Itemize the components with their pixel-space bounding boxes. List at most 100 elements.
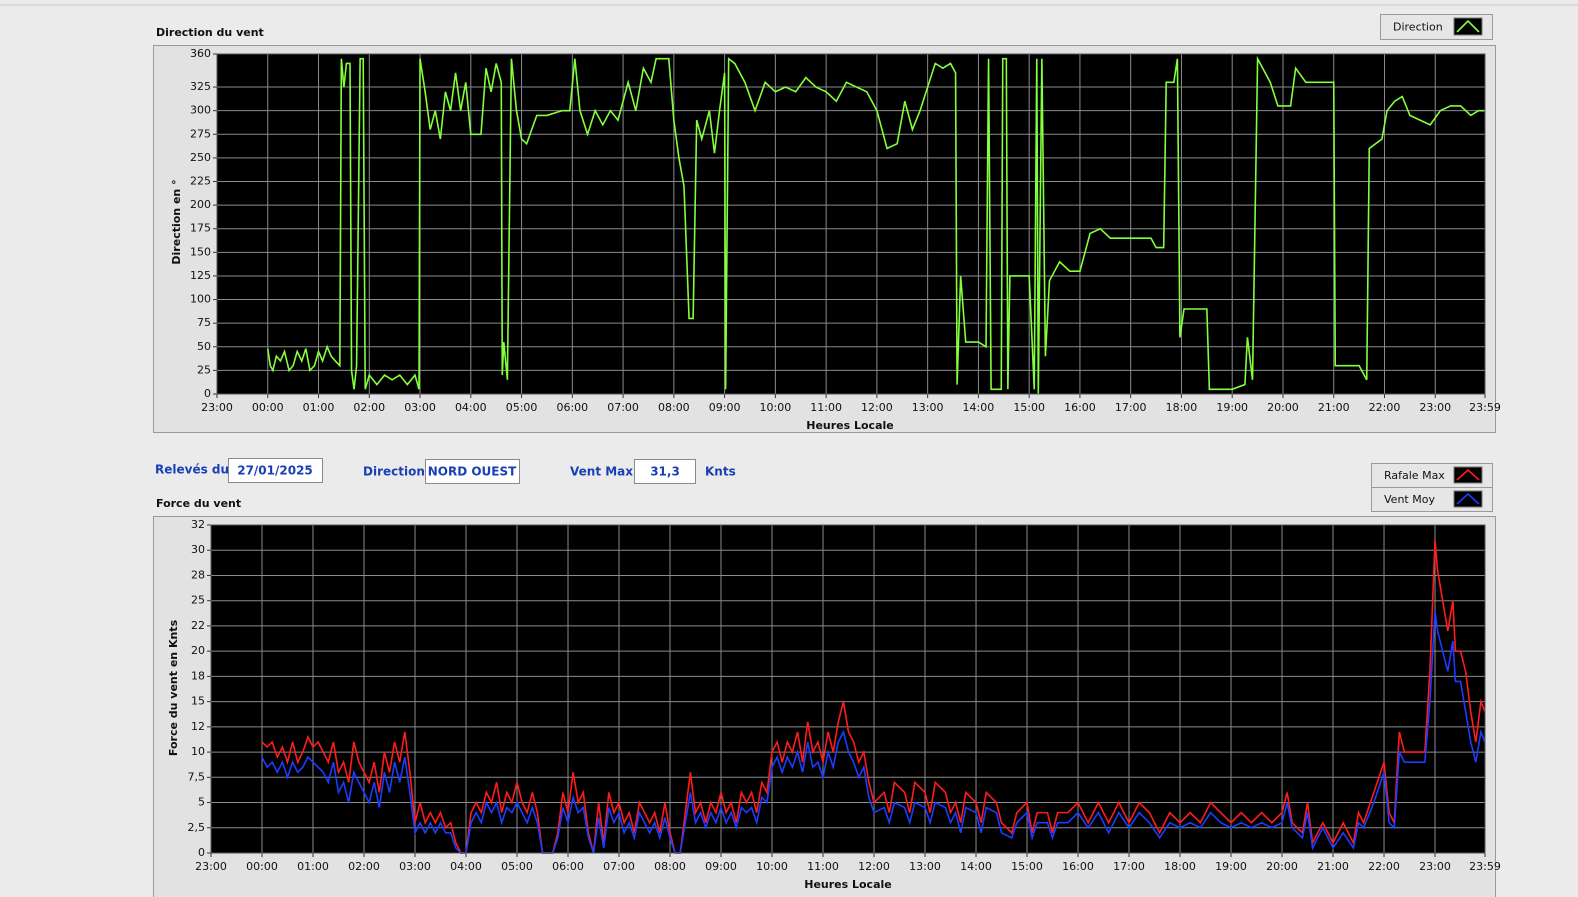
x-tick-label: 20:00 [1267, 401, 1299, 414]
unit-label: Knts [705, 465, 736, 479]
x-tick-label: 07:00 [603, 860, 635, 873]
x-tick-label: 07:00 [607, 401, 639, 414]
direction-value: NORD OUEST [428, 465, 517, 479]
x-tick-label: 00:00 [252, 401, 284, 414]
y-tick-label: 10 [191, 745, 205, 758]
chart-title: Force du vent [156, 497, 241, 510]
x-tick-label: 23:59 [1469, 860, 1501, 873]
series-line [266, 55, 1485, 395]
y-tick-label: 32 [191, 518, 205, 531]
x-tick-label: 05:00 [501, 860, 533, 873]
x-tick-label: 10:00 [760, 401, 792, 414]
y-tick-label: 150 [190, 245, 211, 258]
y-tick-label: 28 [191, 568, 205, 581]
y-tick-label: 25 [197, 363, 211, 376]
date-value: 27/01/2025 [237, 464, 313, 478]
y-tick-label: 5 [198, 796, 205, 809]
direction-label: Direction [363, 465, 425, 479]
legend-label: Vent Moy [1384, 493, 1435, 506]
x-tick-label: 09:00 [705, 860, 737, 873]
x-tick-label: 16:00 [1062, 860, 1094, 873]
x-tick-label: 21:00 [1318, 401, 1350, 414]
x-tick-label: 04:00 [455, 401, 487, 414]
x-tick-label: 08:00 [658, 401, 690, 414]
y-tick-label: 20 [191, 644, 205, 657]
x-tick-label: 17:00 [1115, 401, 1147, 414]
x-tick-label: 02:00 [348, 860, 380, 873]
legend-label: Direction [1393, 21, 1443, 34]
y-tick-label: 2,5 [188, 821, 206, 834]
x-tick-label: 03:00 [404, 401, 436, 414]
chart-title: Direction du vent [156, 26, 264, 39]
legend-swatch [1453, 17, 1483, 36]
x-tick-label: 18:00 [1166, 401, 1198, 414]
y-tick-label: 7,5 [188, 770, 206, 783]
y-tick-label: 0 [204, 387, 211, 400]
legend-swatch [1453, 466, 1483, 484]
x-tick-label: 02:00 [353, 401, 385, 414]
y-tick-label: 25 [191, 594, 205, 607]
y-tick-label: 75 [197, 316, 211, 329]
x-tick-label: 08:00 [654, 860, 686, 873]
x-axis-title: Heures Locale [806, 419, 894, 432]
y-tick-label: 30 [191, 543, 205, 556]
x-tick-label: 15:00 [1013, 401, 1045, 414]
x-tick-label: 03:00 [399, 860, 431, 873]
series-line [261, 540, 1486, 854]
x-tick-label: 18:00 [1164, 860, 1196, 873]
x-tick-label: 23:00 [201, 401, 233, 414]
x-tick-label: 12:00 [858, 860, 890, 873]
plot-area [217, 54, 1485, 394]
y-tick-label: 125 [190, 269, 211, 282]
x-tick-label: 14:00 [963, 401, 995, 414]
x-tick-label: 09:00 [709, 401, 741, 414]
legend-line [1456, 468, 1480, 481]
x-tick-label: 17:00 [1113, 860, 1145, 873]
legend-line [1456, 492, 1480, 505]
x-tick-label: 21:00 [1317, 860, 1349, 873]
y-tick-label: 175 [190, 222, 211, 235]
max-field[interactable] [634, 459, 696, 484]
max-label: Vent Max [570, 465, 633, 479]
direction-field[interactable] [425, 459, 520, 484]
y-tick-label: 22 [191, 619, 205, 632]
series-line [261, 610, 1486, 854]
x-tick-label: 14:00 [960, 860, 992, 873]
x-tick-label: 05:00 [506, 401, 538, 414]
x-tick-label: 15:00 [1011, 860, 1043, 873]
x-tick-label: 23:00 [1419, 860, 1451, 873]
max-value: 31,3 [650, 465, 680, 479]
x-tick-label: 13:00 [909, 860, 941, 873]
legend-label: Rafale Max [1384, 469, 1445, 482]
x-tick-label: 22:00 [1369, 401, 1401, 414]
date-label: Relevés du [155, 463, 229, 477]
y-tick-label: 275 [190, 127, 211, 140]
x-tick-label: 11:00 [810, 401, 842, 414]
x-tick-label: 01:00 [303, 401, 335, 414]
y-tick-label: 100 [190, 293, 211, 306]
x-tick-label: 19:00 [1216, 401, 1248, 414]
x-tick-label: 11:00 [807, 860, 839, 873]
y-tick-label: 15 [191, 695, 205, 708]
x-tick-label: 20:00 [1266, 860, 1298, 873]
y-tick-label: 225 [190, 175, 211, 188]
y-tick-label: 300 [190, 104, 211, 117]
date-field[interactable] [228, 458, 323, 483]
y-tick-label: 0 [198, 846, 205, 859]
y-tick-label: 360 [190, 47, 211, 60]
x-tick-label: 23:00 [195, 860, 227, 873]
y-tick-label: 325 [190, 80, 211, 93]
y-axis-title: Direction en ° [170, 179, 183, 264]
plot-frame [210, 524, 1486, 854]
x-tick-label: 01:00 [297, 860, 329, 873]
legend-line [1456, 19, 1480, 33]
plot-area [211, 525, 1485, 853]
x-tick-label: 00:00 [246, 860, 278, 873]
y-tick-label: 12 [191, 720, 205, 733]
x-tick-label: 19:00 [1215, 860, 1247, 873]
x-tick-label: 23:59 [1469, 401, 1501, 414]
x-tick-label: 06:00 [556, 401, 588, 414]
x-tick-label: 23:00 [1419, 401, 1451, 414]
